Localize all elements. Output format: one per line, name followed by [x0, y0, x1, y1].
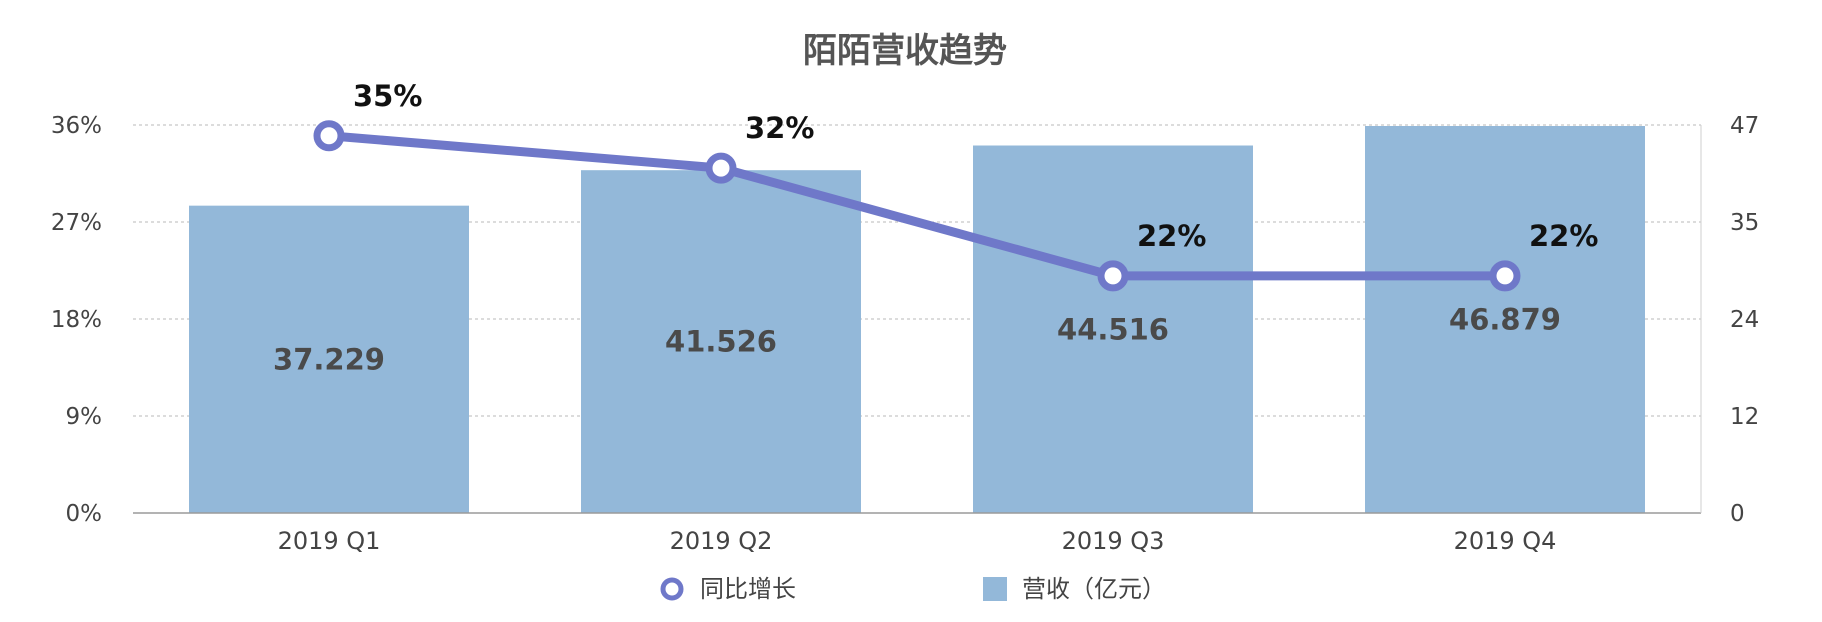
growth-point-label: 22%	[1529, 219, 1598, 253]
y-right-tick-label: 12	[1730, 404, 1759, 430]
y-right-tick-label: 0	[1730, 501, 1745, 527]
legend-bar-marker	[983, 577, 1007, 601]
legend-line-label: 同比增长	[700, 575, 796, 603]
growth-point	[313, 120, 345, 152]
revenue-bar-label: 37.229	[273, 342, 385, 376]
growth-line-series	[313, 120, 1521, 292]
legend: 同比增长 营收（亿元）	[660, 575, 1166, 603]
y-right-tick-label: 35	[1730, 210, 1759, 236]
y-left-tick-label: 18%	[51, 307, 102, 333]
x-category-label: 2019 Q4	[1454, 527, 1557, 555]
y-left-tick-label: 0%	[66, 501, 103, 527]
growth-point-label: 22%	[1137, 219, 1206, 253]
y-left-tick-label: 36%	[51, 113, 102, 139]
growth-line	[324, 131, 1510, 281]
y-right-tick-label: 24	[1730, 307, 1759, 333]
growth-point-label: 32%	[745, 111, 814, 145]
x-category-label: 2019 Q3	[1062, 527, 1165, 555]
chart-title: 陌陌营收趋势	[803, 31, 1007, 71]
growth-point	[705, 152, 737, 184]
data-labels: 37.229 41.526 44.516 46.879 35% 32% 22% 22%	[273, 79, 1598, 377]
revenue-bar-label: 46.879	[1449, 302, 1561, 336]
x-category-label: 2019 Q2	[670, 527, 773, 555]
growth-point	[1489, 260, 1521, 292]
y-left-tick-label: 9%	[66, 404, 103, 430]
growth-point	[1097, 260, 1129, 292]
revenue-bar	[581, 170, 861, 513]
revenue-bar-label: 41.526	[665, 325, 777, 359]
bar-series	[189, 125, 1645, 513]
growth-point-label: 35%	[353, 79, 422, 113]
legend-bar-label: 营收（亿元）	[1022, 575, 1166, 603]
legend-line-marker	[660, 577, 684, 601]
axes: 0% 0 9% 12 18% 24 27% 35 36% 47 2019 Q1 2019 Q2 2019…	[51, 113, 1759, 555]
revenue-bar	[189, 205, 469, 513]
revenue-bar-label: 44.516	[1057, 312, 1169, 346]
revenue-bar	[973, 145, 1253, 513]
x-category-label: 2019 Q1	[278, 527, 381, 555]
y-right-tick-label: 47	[1730, 113, 1759, 139]
y-left-tick-label: 27%	[51, 210, 102, 236]
revenue-bar	[1365, 125, 1645, 513]
